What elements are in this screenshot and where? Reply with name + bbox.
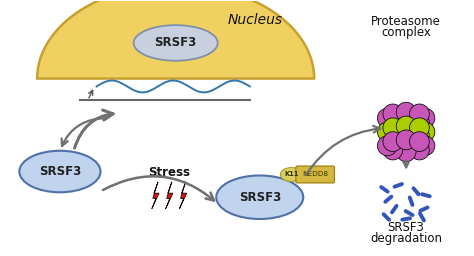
Text: NEDD8: NEDD8 (302, 172, 328, 177)
Circle shape (415, 122, 435, 142)
Circle shape (396, 142, 416, 162)
Circle shape (410, 104, 429, 124)
Circle shape (383, 112, 403, 132)
Circle shape (410, 132, 429, 152)
Circle shape (383, 118, 403, 138)
Circle shape (396, 128, 416, 148)
Circle shape (415, 136, 435, 156)
Text: Nucleus: Nucleus (227, 13, 283, 27)
Ellipse shape (216, 175, 303, 219)
Text: SRSF3: SRSF3 (155, 36, 197, 49)
Circle shape (410, 118, 429, 138)
Circle shape (396, 116, 416, 136)
FancyBboxPatch shape (296, 166, 335, 183)
Text: complex: complex (381, 26, 431, 39)
Circle shape (383, 126, 403, 146)
Polygon shape (165, 182, 173, 209)
Circle shape (383, 104, 403, 124)
Circle shape (415, 108, 435, 128)
Ellipse shape (134, 25, 218, 61)
Circle shape (396, 114, 416, 134)
Circle shape (410, 112, 429, 132)
Text: Proteasome: Proteasome (371, 15, 441, 28)
Text: SRSF3: SRSF3 (238, 191, 281, 204)
Circle shape (377, 108, 397, 128)
Circle shape (383, 140, 403, 160)
Circle shape (410, 140, 429, 160)
Circle shape (410, 126, 429, 146)
Circle shape (396, 102, 416, 122)
Text: K11: K11 (284, 172, 299, 177)
Polygon shape (180, 182, 187, 209)
Polygon shape (152, 182, 159, 209)
Ellipse shape (281, 168, 302, 182)
Text: Stress: Stress (148, 166, 190, 179)
Text: SRSF3: SRSF3 (388, 221, 425, 234)
Circle shape (377, 136, 397, 156)
Ellipse shape (19, 151, 100, 192)
Polygon shape (37, 0, 314, 79)
Circle shape (396, 130, 416, 150)
Text: degradation: degradation (370, 232, 442, 245)
Circle shape (377, 122, 397, 142)
Circle shape (383, 132, 403, 152)
Text: SRSF3: SRSF3 (39, 165, 81, 178)
